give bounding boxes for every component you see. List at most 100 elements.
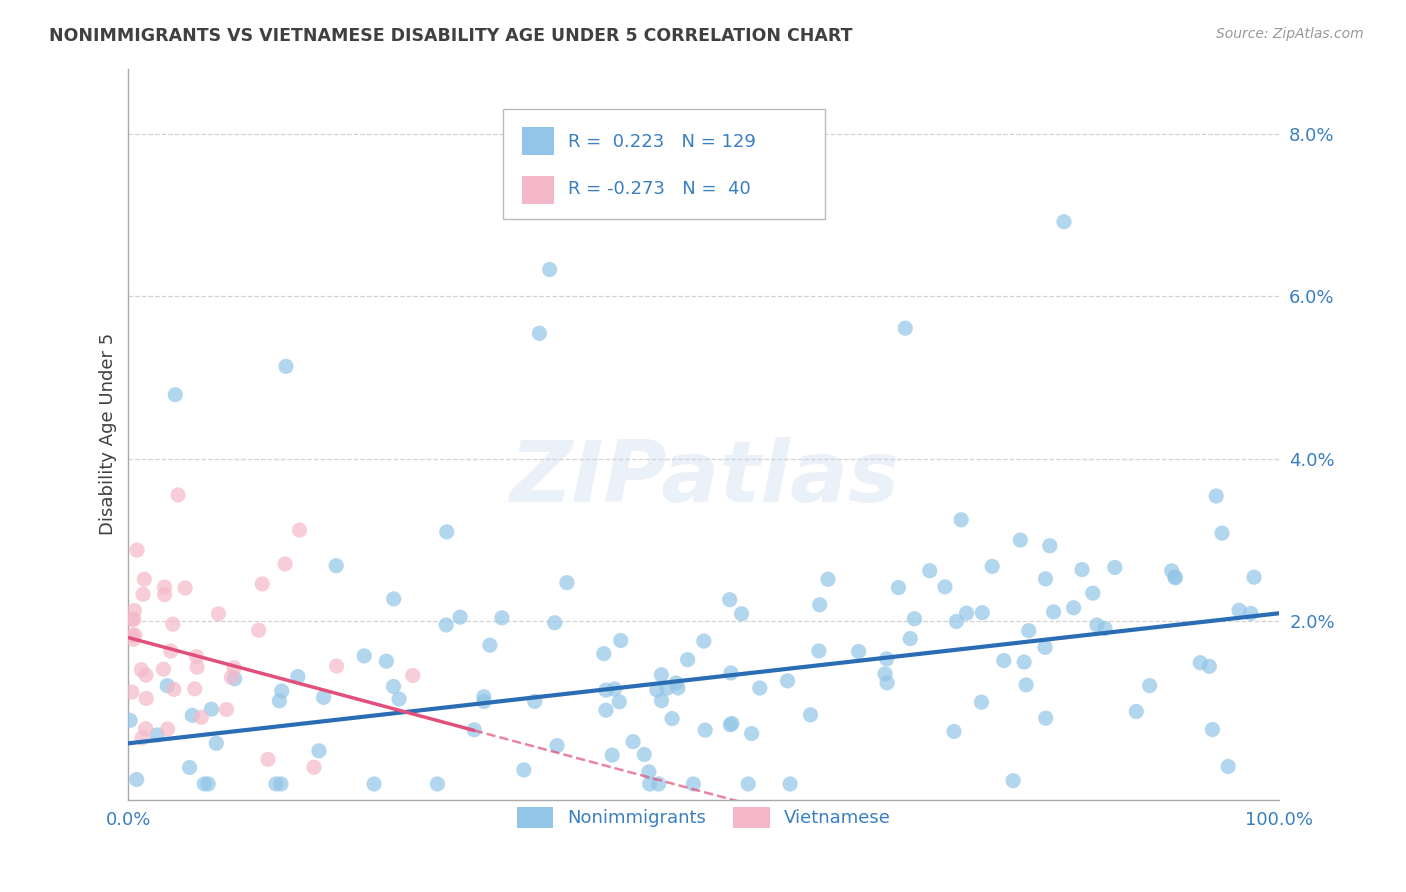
Point [945, 615, 967, 629]
Point [950, 513, 973, 527]
Point [122, 632, 145, 647]
Point [363, 777, 385, 791]
Point [1085, 618, 1108, 632]
Point [186, 649, 208, 664]
Text: NONIMMIGRANTS VS VIETNAMESE DISABILITY AGE UNDER 5 CORRELATION CHART: NONIMMIGRANTS VS VIETNAMESE DISABILITY A… [49, 27, 852, 45]
Point [741, 726, 763, 740]
Point [288, 523, 311, 537]
Point [876, 676, 898, 690]
Point [174, 581, 197, 595]
Point [955, 606, 977, 620]
Point [621, 734, 644, 748]
Point [472, 690, 495, 704]
FancyBboxPatch shape [502, 109, 825, 219]
Point [720, 665, 742, 680]
Point [695, 723, 717, 737]
Text: R =  0.223   N = 129: R = 0.223 N = 129 [568, 133, 756, 151]
Point [1198, 659, 1220, 673]
FancyBboxPatch shape [522, 176, 554, 204]
Point [162, 617, 184, 632]
Point [325, 558, 347, 573]
Point [131, 731, 153, 745]
Point [666, 681, 689, 695]
Point [544, 615, 567, 630]
Point [737, 777, 759, 791]
Point [848, 644, 870, 658]
Point [167, 488, 190, 502]
Point [546, 739, 568, 753]
Point [197, 777, 219, 791]
Point [134, 572, 156, 586]
Point [1015, 678, 1038, 692]
Point [898, 632, 921, 646]
Point [1211, 526, 1233, 541]
Point [730, 607, 752, 621]
Point [163, 682, 186, 697]
Point [121, 613, 143, 627]
Point [633, 747, 655, 762]
Point [887, 581, 910, 595]
Point [529, 326, 551, 341]
Point [426, 777, 449, 791]
Point [595, 683, 617, 698]
Point [1240, 607, 1263, 621]
Point [436, 524, 458, 539]
Point [270, 777, 292, 791]
Point [257, 752, 280, 766]
Point [1160, 564, 1182, 578]
Point [676, 652, 699, 666]
Point [1010, 533, 1032, 547]
Point [382, 591, 405, 606]
Point [538, 262, 561, 277]
Point [650, 667, 672, 681]
Point [463, 723, 485, 737]
Point [1035, 711, 1057, 725]
Point [1012, 655, 1035, 669]
Point [264, 777, 287, 791]
Point [637, 764, 659, 779]
Point [1218, 759, 1240, 773]
Point [434, 618, 457, 632]
Point [718, 592, 741, 607]
Point [647, 777, 669, 791]
Point [1081, 586, 1104, 600]
Point [645, 683, 668, 698]
Point [894, 321, 917, 335]
Point [159, 644, 181, 658]
Point [970, 695, 993, 709]
Point [270, 684, 292, 698]
Point [124, 628, 146, 642]
Point [269, 694, 291, 708]
Point [247, 624, 270, 638]
Point [600, 748, 623, 763]
Point [190, 710, 212, 724]
Point [375, 654, 398, 668]
Point [402, 668, 425, 682]
Point [221, 670, 243, 684]
Text: ZIPatlas: ZIPatlas [509, 437, 898, 520]
Point [215, 702, 238, 716]
Point [876, 652, 898, 666]
Point [1243, 570, 1265, 584]
Point [682, 777, 704, 791]
Point [165, 387, 187, 401]
Point [523, 694, 546, 708]
Point [132, 587, 155, 601]
Point [1164, 571, 1187, 585]
Text: Source: ZipAtlas.com: Source: ZipAtlas.com [1216, 27, 1364, 41]
Point [224, 672, 246, 686]
Point [903, 612, 925, 626]
Point [655, 681, 678, 696]
Point [1189, 656, 1212, 670]
Point [205, 736, 228, 750]
Point [121, 685, 143, 699]
Point [156, 679, 179, 693]
Point [693, 634, 716, 648]
Point [1125, 705, 1147, 719]
Point [135, 691, 157, 706]
Point [972, 606, 994, 620]
Point [1104, 560, 1126, 574]
Point [555, 575, 578, 590]
Point [609, 633, 631, 648]
Point [200, 702, 222, 716]
